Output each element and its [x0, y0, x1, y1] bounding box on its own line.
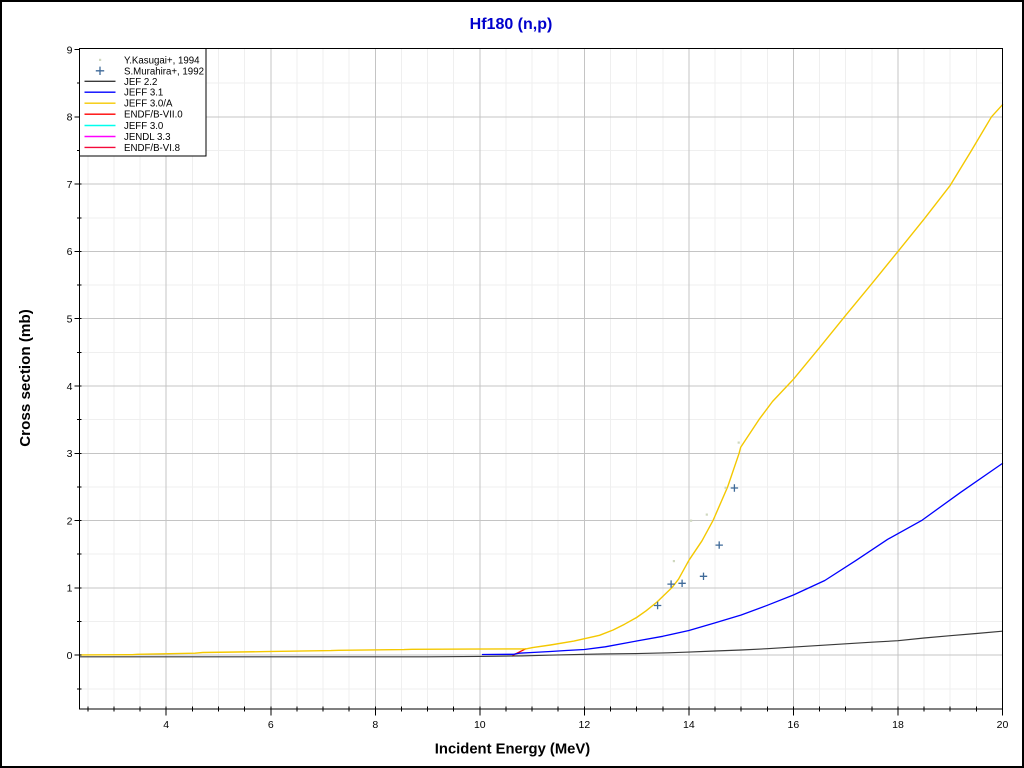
svg-text:JEFF 3.0/A: JEFF 3.0/A	[124, 99, 173, 110]
svg-text:16: 16	[788, 719, 800, 731]
svg-text:14: 14	[683, 719, 695, 731]
svg-text:12: 12	[579, 719, 591, 731]
svg-text:ENDF/B-VII.0: ENDF/B-VII.0	[124, 110, 183, 121]
svg-text:0: 0	[67, 650, 73, 662]
svg-text:6: 6	[268, 719, 274, 731]
svg-text:Hf180 (n,p): Hf180 (n,p)	[470, 16, 553, 33]
svg-text:Incident Energy (MeV): Incident Energy (MeV)	[435, 742, 590, 758]
svg-text:5: 5	[67, 314, 73, 326]
svg-text:JEFF 3.1: JEFF 3.1	[124, 88, 163, 99]
svg-text:ENDF/B-VI.8: ENDF/B-VI.8	[124, 143, 180, 154]
svg-text:1: 1	[67, 583, 73, 595]
svg-text:2: 2	[67, 515, 73, 527]
svg-text:8: 8	[372, 719, 378, 731]
svg-text:3: 3	[67, 448, 73, 460]
svg-text:7: 7	[67, 179, 73, 191]
svg-text:Cross section (mb): Cross section (mb)	[17, 309, 34, 447]
svg-text:20: 20	[997, 719, 1009, 731]
svg-text:18: 18	[892, 719, 904, 731]
svg-text:JENDL 3.3: JENDL 3.3	[124, 132, 170, 143]
svg-text:9: 9	[67, 44, 73, 56]
svg-text:S.Murahira+, 1992: S.Murahira+, 1992	[124, 66, 204, 77]
svg-text:6: 6	[67, 246, 73, 258]
svg-text:4: 4	[67, 381, 73, 393]
svg-text:4: 4	[163, 719, 169, 731]
svg-text:Y.Kasugai+, 1994: Y.Kasugai+, 1994	[124, 55, 200, 66]
svg-text:JEF 2.2: JEF 2.2	[124, 77, 157, 88]
svg-text:8: 8	[67, 112, 73, 124]
svg-text:JEFF 3.0: JEFF 3.0	[124, 121, 164, 132]
svg-text:10: 10	[474, 719, 486, 731]
